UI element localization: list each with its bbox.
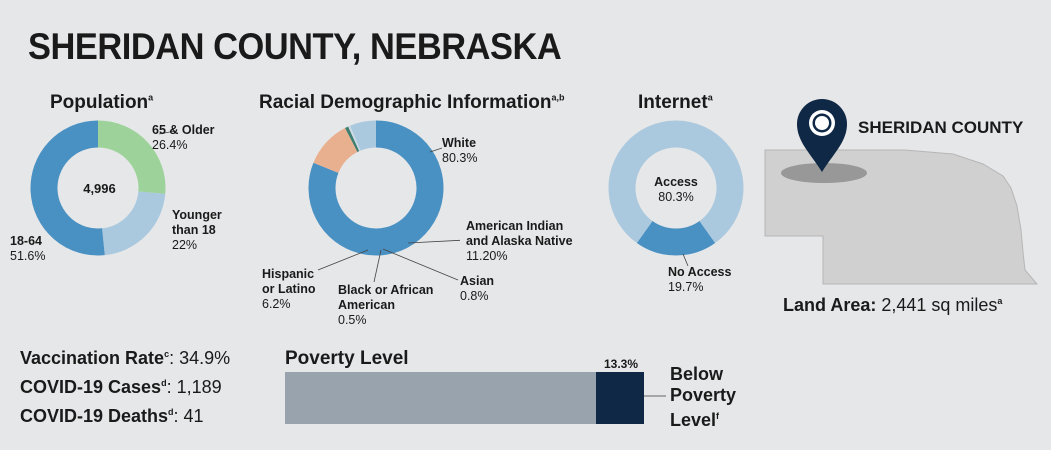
hispanic-leader-line bbox=[317, 249, 369, 271]
slice-asian bbox=[345, 126, 360, 153]
adult-label: 18-64 51.6% bbox=[10, 234, 46, 263]
poverty-leader-line bbox=[644, 395, 666, 397]
slice-younger-18 bbox=[101, 190, 166, 256]
aian-label: American Indian and Alaska Native 11.20% bbox=[466, 219, 573, 263]
county-highlight bbox=[781, 163, 867, 183]
slice-aian bbox=[313, 128, 359, 174]
population-title: Populationa bbox=[50, 92, 154, 113]
white-leader-line bbox=[429, 147, 443, 153]
internet-center-label: Access 80.3% bbox=[654, 175, 698, 204]
poverty-bar-fill bbox=[596, 372, 644, 424]
white-label: White 80.3% bbox=[442, 136, 478, 165]
race-donut bbox=[308, 120, 460, 283]
internet-donut bbox=[608, 120, 744, 267]
slice-18-64 bbox=[30, 120, 105, 256]
black-label: Black or African American 0.5% bbox=[338, 283, 434, 327]
poverty-title: Poverty Level bbox=[285, 348, 409, 369]
page-title: SHERIDAN COUNTY, NEBRASKA bbox=[28, 26, 562, 67]
poverty-bar-track bbox=[285, 372, 644, 424]
county-map-label: SHERIDAN COUNTY bbox=[858, 118, 1024, 137]
population-donut bbox=[30, 120, 176, 256]
population-center-value: 4,996 bbox=[83, 181, 116, 196]
poverty-legend: Below Poverty Levelf bbox=[670, 364, 737, 430]
slice-white bbox=[308, 120, 444, 256]
slice-no-access bbox=[636, 220, 716, 256]
race-title: Racial Demographic Informationa,b bbox=[259, 92, 565, 113]
older-leader-line bbox=[158, 130, 176, 135]
older-label: 65 & Older 26.4% bbox=[152, 123, 215, 152]
nebraska-map bbox=[764, 99, 1039, 285]
no-access-label: No Access 19.7% bbox=[668, 265, 732, 294]
covid-deaths: COVID-19 Deathsd: 41 bbox=[20, 406, 204, 426]
map-pin-icon bbox=[797, 99, 847, 172]
younger-label: Younger than 18 22% bbox=[172, 208, 222, 252]
nebraska-state-shape bbox=[764, 149, 1039, 285]
vaccination-rate: Vaccination Ratec: 34.9% bbox=[20, 348, 231, 368]
no-access-leader-line bbox=[682, 253, 689, 267]
black-leader-line bbox=[373, 249, 382, 283]
slice-access bbox=[608, 120, 744, 243]
asian-leader-line bbox=[382, 248, 459, 281]
slice-hispanic bbox=[350, 120, 377, 151]
hispanic-label: Hispanic or Latino 6.2% bbox=[262, 267, 316, 311]
internet-title: Interneta bbox=[638, 92, 713, 113]
poverty-value-label: 13.3% bbox=[604, 357, 639, 371]
slice-black bbox=[348, 125, 361, 152]
covid-cases: COVID-19 Casesd: 1,189 bbox=[20, 377, 222, 397]
asian-label: Asian 0.8% bbox=[460, 274, 495, 303]
land-area-text: Land Area: 2,441 sq milesa bbox=[783, 295, 1003, 315]
slice-65-older bbox=[97, 120, 166, 194]
aian-leader-line bbox=[407, 239, 460, 244]
